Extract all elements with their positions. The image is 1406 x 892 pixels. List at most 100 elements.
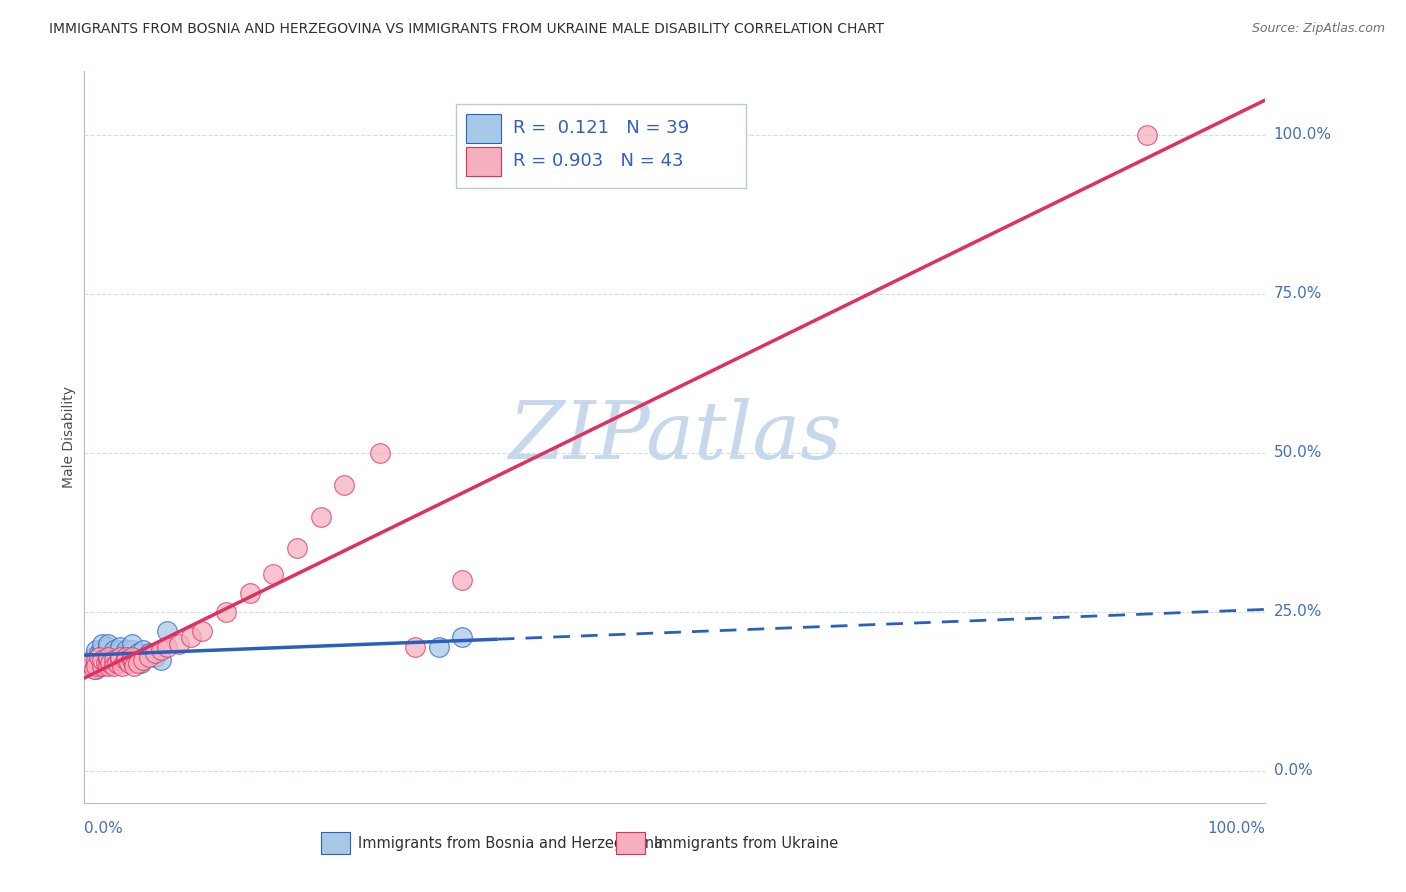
- Point: [121, 653, 143, 667]
- Point: [118, 649, 141, 664]
- FancyBboxPatch shape: [457, 104, 745, 188]
- Point: [107, 656, 129, 670]
- Point: [108, 653, 131, 667]
- Point: [309, 509, 332, 524]
- Point: [404, 640, 426, 654]
- Point: [111, 659, 134, 673]
- Text: 50.0%: 50.0%: [1274, 445, 1322, 460]
- Point: [84, 659, 107, 673]
- Point: [122, 659, 145, 673]
- Text: 0.0%: 0.0%: [1274, 764, 1312, 779]
- Point: [97, 659, 120, 673]
- Point: [111, 653, 134, 667]
- Point: [427, 640, 450, 654]
- Text: R =  0.121   N = 39: R = 0.121 N = 39: [513, 119, 689, 136]
- Point: [150, 643, 173, 657]
- Point: [84, 662, 107, 676]
- Point: [167, 637, 190, 651]
- Point: [127, 656, 149, 670]
- Point: [127, 646, 149, 660]
- Point: [97, 640, 120, 654]
- Text: Immigrants from Bosnia and Herzegovina: Immigrants from Bosnia and Herzegovina: [359, 836, 664, 851]
- Point: [97, 637, 120, 651]
- Point: [121, 646, 143, 660]
- Point: [138, 649, 160, 664]
- Point: [108, 646, 131, 660]
- Point: [191, 624, 214, 638]
- Point: [156, 624, 179, 638]
- Point: [108, 643, 131, 657]
- Point: [97, 656, 120, 670]
- Point: [103, 643, 125, 657]
- FancyBboxPatch shape: [321, 832, 350, 854]
- Point: [103, 646, 125, 660]
- Point: [107, 653, 129, 667]
- Point: [114, 649, 136, 664]
- Point: [84, 643, 107, 657]
- Point: [143, 649, 166, 664]
- Point: [94, 656, 117, 670]
- Point: [451, 631, 474, 645]
- Point: [451, 573, 474, 587]
- Point: [122, 653, 145, 667]
- Point: [108, 649, 131, 664]
- Point: [118, 656, 141, 670]
- Point: [79, 656, 101, 670]
- Point: [368, 446, 391, 460]
- Text: 75.0%: 75.0%: [1274, 286, 1322, 301]
- Point: [138, 646, 160, 660]
- Point: [156, 640, 179, 654]
- Point: [239, 586, 262, 600]
- Point: [108, 640, 131, 654]
- Point: [180, 631, 202, 645]
- Text: 0.0%: 0.0%: [84, 821, 124, 836]
- Point: [97, 646, 120, 660]
- Point: [91, 643, 114, 657]
- FancyBboxPatch shape: [616, 832, 645, 854]
- Point: [91, 659, 114, 673]
- Point: [98, 653, 121, 667]
- Point: [143, 646, 166, 660]
- Point: [83, 649, 105, 664]
- Point: [150, 653, 173, 667]
- Point: [108, 649, 131, 664]
- Point: [129, 656, 152, 670]
- Point: [132, 643, 155, 657]
- Point: [103, 649, 125, 664]
- Point: [79, 656, 101, 670]
- Text: ZIPatlas: ZIPatlas: [508, 399, 842, 475]
- Point: [103, 653, 125, 667]
- Point: [114, 643, 136, 657]
- Text: IMMIGRANTS FROM BOSNIA AND HERZEGOVINA VS IMMIGRANTS FROM UKRAINE MALE DISABILIT: IMMIGRANTS FROM BOSNIA AND HERZEGOVINA V…: [49, 22, 884, 37]
- Point: [285, 541, 308, 556]
- Point: [114, 653, 136, 667]
- Point: [103, 659, 125, 673]
- Point: [98, 656, 121, 670]
- Text: 100.0%: 100.0%: [1208, 821, 1265, 836]
- Y-axis label: Male Disability: Male Disability: [62, 386, 76, 488]
- Point: [132, 653, 155, 667]
- Point: [83, 662, 105, 676]
- Point: [215, 605, 238, 619]
- Point: [84, 653, 107, 667]
- Text: Source: ZipAtlas.com: Source: ZipAtlas.com: [1251, 22, 1385, 36]
- Point: [97, 649, 120, 664]
- Text: 25.0%: 25.0%: [1274, 605, 1322, 619]
- Text: Immigrants from Ukraine: Immigrants from Ukraine: [654, 836, 838, 851]
- Point: [91, 637, 114, 651]
- Text: 100.0%: 100.0%: [1274, 128, 1331, 143]
- FancyBboxPatch shape: [465, 146, 502, 176]
- Point: [91, 653, 114, 667]
- Point: [91, 653, 114, 667]
- Point: [87, 649, 110, 664]
- Point: [87, 646, 110, 660]
- Point: [1136, 128, 1159, 142]
- Point: [333, 477, 356, 491]
- Point: [97, 653, 120, 667]
- Point: [121, 643, 143, 657]
- Point: [262, 566, 284, 581]
- FancyBboxPatch shape: [465, 114, 502, 143]
- Point: [121, 637, 143, 651]
- Point: [121, 649, 143, 664]
- Point: [114, 646, 136, 660]
